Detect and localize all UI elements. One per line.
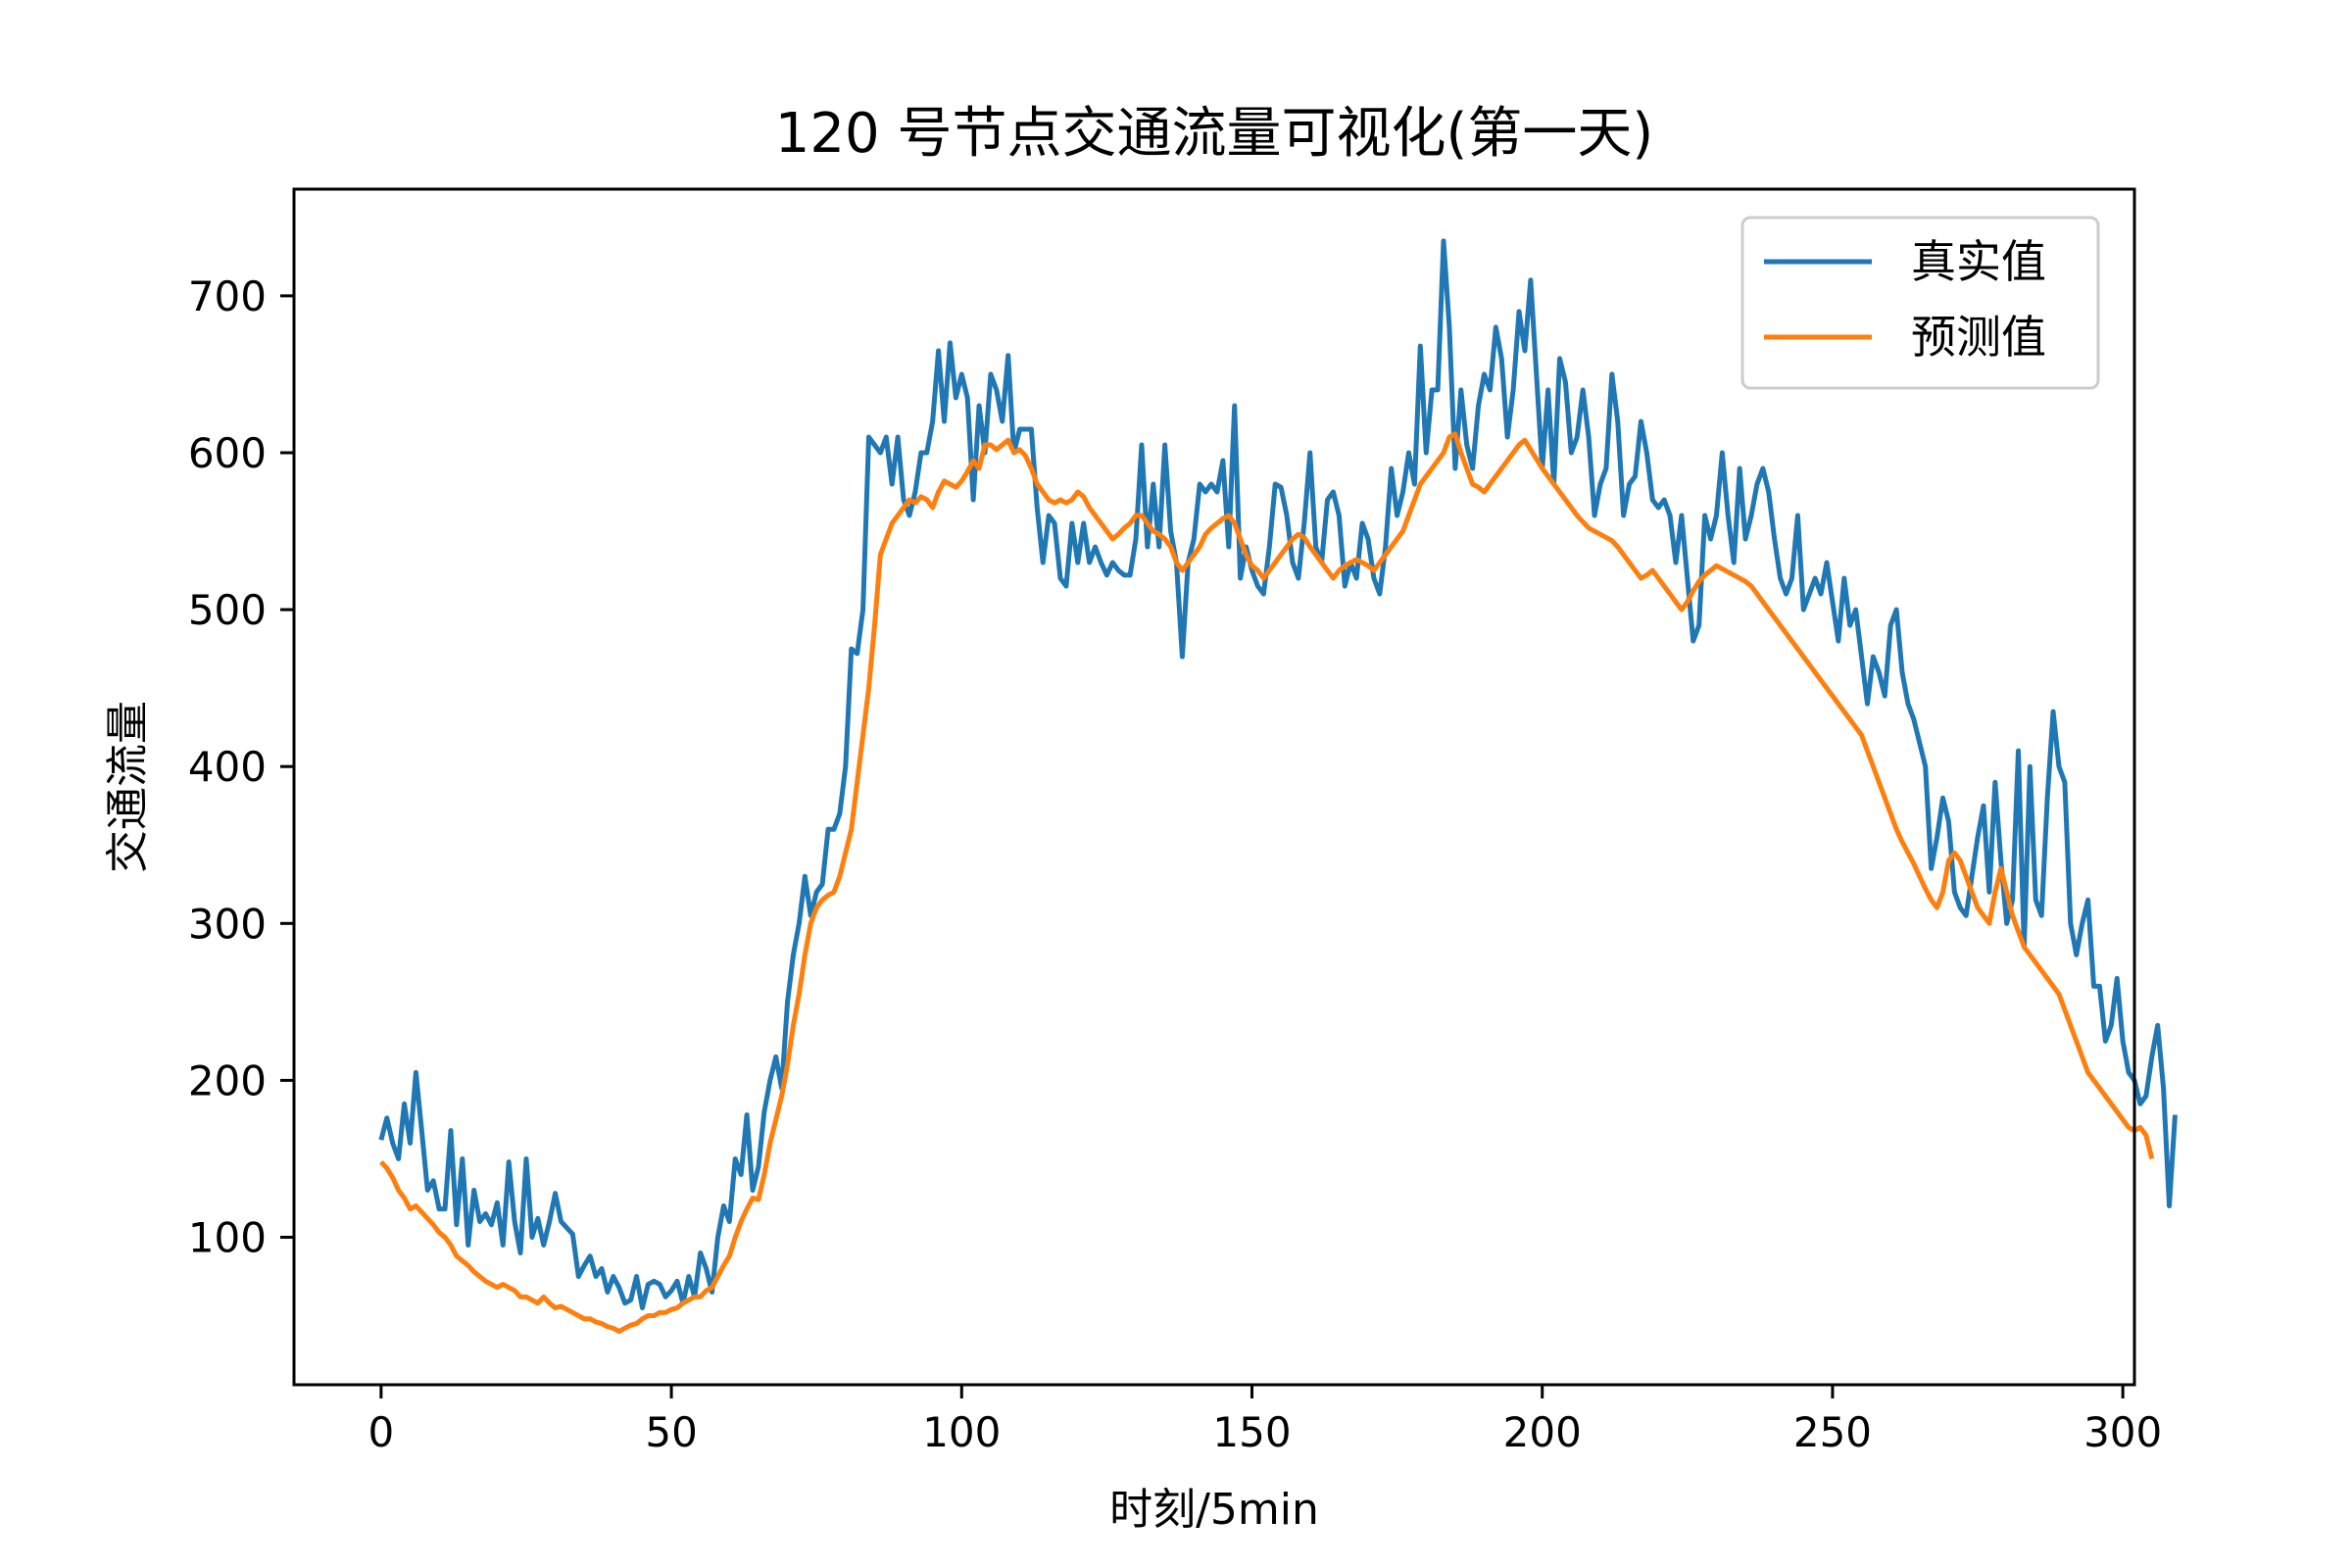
legend: 真实值 预测值 <box>1740 216 2100 390</box>
x-tick-label: 0 <box>368 1408 394 1456</box>
x-tick-label: 200 <box>1503 1408 1582 1456</box>
y-tick-label: 600 <box>188 429 267 477</box>
legend-label-actual: 真实值 <box>1911 235 2046 288</box>
x-tick-label: 50 <box>645 1408 697 1456</box>
x-axis: 0 50 100 150 200 250 300 <box>368 1385 2162 1456</box>
y-axis: 100 200 300 400 500 600 700 <box>188 272 294 1262</box>
y-tick-label: 300 <box>188 900 267 948</box>
y-tick-label: 500 <box>188 586 267 634</box>
plot-area <box>378 238 2178 1335</box>
y-tick-label: 100 <box>188 1214 267 1262</box>
plot-frame <box>292 187 2136 1387</box>
x-tick-label: 300 <box>2083 1408 2162 1456</box>
series-line-predicted <box>379 431 2155 1335</box>
y-tick-label: 700 <box>188 272 267 320</box>
x-tick-label: 150 <box>1212 1408 1291 1456</box>
x-axis-label: 时刻/5min <box>1109 1485 1319 1535</box>
legend-label-predicted: 预测值 <box>1911 311 2046 364</box>
x-tick-label: 250 <box>1793 1408 1872 1456</box>
y-tick-label: 200 <box>188 1056 267 1104</box>
chart-title: 120 号节点交通流量可视化(第一天) <box>775 102 1653 166</box>
y-axis-label: 交通流量 <box>103 701 153 873</box>
y-tick-label: 400 <box>188 743 267 791</box>
series-line-actual <box>378 238 2178 1311</box>
x-tick-label: 100 <box>922 1408 1001 1456</box>
